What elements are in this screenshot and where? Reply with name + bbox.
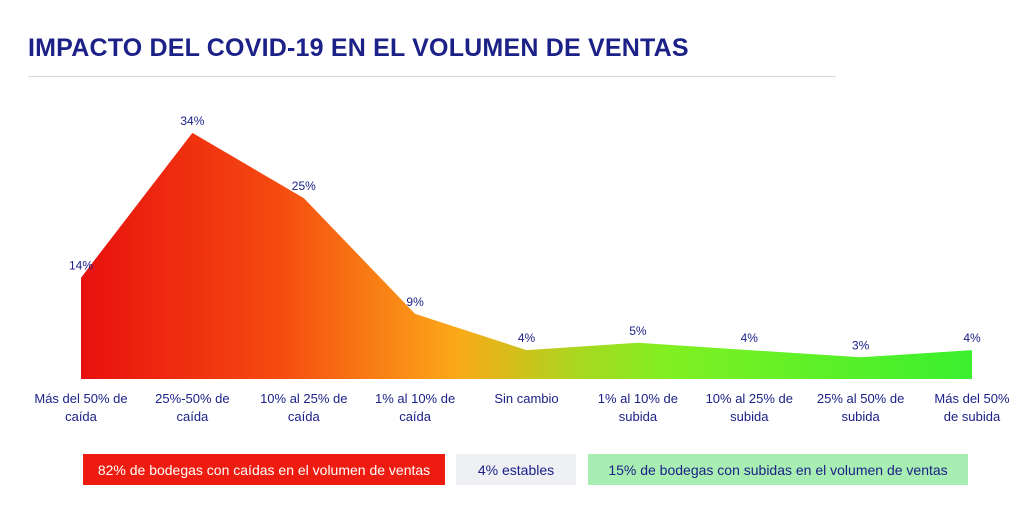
x-tick-label-line: 25%-50% de — [155, 391, 229, 406]
x-tick-label: 25%-50% de caída — [155, 391, 229, 424]
x-tick-label-line: Sin cambio — [494, 391, 558, 406]
x-tick-label: Más del 50% de subida — [934, 391, 1010, 424]
x-tick-label: 10% al 25% de subida — [706, 391, 793, 424]
x-tick-label: 25% al 50% de subida — [817, 391, 904, 424]
chart-title: IMPACTO DEL COVID-19 EN EL VOLUMEN DE VE… — [28, 34, 689, 62]
x-tick-label-line: Más del 50% — [934, 391, 1010, 406]
x-tick-label-line: 10% al 25% de — [706, 391, 793, 406]
data-label: 4% — [741, 331, 759, 345]
series-area — [81, 132, 972, 379]
x-tick-label: Más del 50% de caída — [34, 391, 127, 424]
x-tick-label-line: caída — [399, 409, 432, 424]
x-tick-label: 1% al 10% de subida — [598, 391, 678, 424]
x-tick-label: Sin cambio — [494, 391, 558, 406]
x-tick-label-line: subida — [841, 409, 880, 424]
x-tick-label-line: subida — [619, 409, 658, 424]
x-tick-label: 1% al 10% de caída — [375, 391, 455, 424]
x-tick-label-line: 10% al 25% de — [260, 391, 347, 406]
data-label: 14% — [69, 259, 93, 273]
data-label: 3% — [852, 338, 870, 352]
data-label: 4% — [963, 331, 981, 345]
data-label: 9% — [406, 295, 424, 309]
x-tick-label-line: 1% al 10% de — [375, 391, 455, 406]
data-label: 25% — [292, 179, 316, 193]
x-tick-label-line: caída — [288, 409, 321, 424]
x-tick-label-line: caída — [176, 409, 209, 424]
x-tick-label-line: 25% al 50% de — [817, 391, 904, 406]
data-label: 34% — [180, 114, 204, 128]
data-label: 5% — [629, 324, 647, 338]
x-tick-label: 10% al 25% de caída — [260, 391, 347, 424]
x-tick-label-line: Más del 50% de — [34, 391, 127, 406]
data-labels: 14% 34% 25% 9% 4% 5% 4% 3% 4% — [69, 114, 981, 352]
x-tick-label-line: subida — [730, 409, 769, 424]
x-tick-label-line: 1% al 10% de — [598, 391, 678, 406]
data-label: 4% — [518, 331, 536, 345]
title-divider — [28, 76, 836, 77]
x-tick-label-line: de subida — [944, 409, 1001, 424]
x-tick-label-line: caída — [65, 409, 98, 424]
